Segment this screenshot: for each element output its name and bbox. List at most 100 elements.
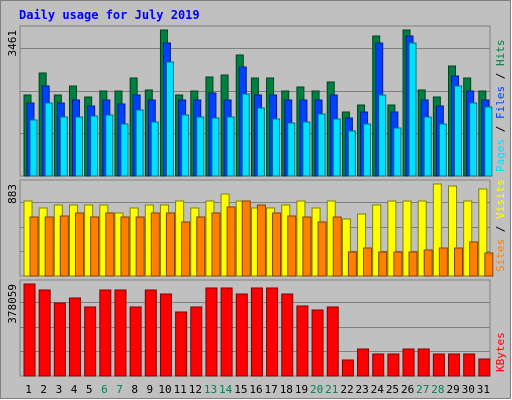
- bar-kbytes-day-7: [114, 289, 127, 377]
- bar-pages-day-22: [347, 130, 356, 177]
- day-label-30: 30: [462, 383, 475, 396]
- bar-kbytes-day-28: [432, 353, 445, 377]
- bar-kbytes-day-21: [326, 306, 339, 377]
- bar-pages-day-13: [211, 117, 220, 177]
- day-label-27: 27: [416, 383, 429, 396]
- day-label-25: 25: [386, 383, 399, 396]
- legend-files: Files: [494, 86, 507, 119]
- bar-sites-day-22: [347, 251, 357, 277]
- panel-kbytes: 378059 KBytes: [6, 279, 507, 377]
- bar-pages-day-8: [135, 109, 144, 177]
- bar-sites-day-21: [332, 216, 342, 277]
- bar-pages-day-30: [469, 102, 478, 177]
- bar-kbytes-day-13: [205, 287, 218, 377]
- bar-kbytes-day-29: [448, 353, 461, 377]
- panel-hits_files_pages: 3461 Pages / Files / Hits: [6, 25, 507, 177]
- panel-legend: Pages / Files / Hits: [494, 40, 507, 173]
- bar-sites-day-27: [423, 249, 433, 277]
- bar-kbytes-day-15: [235, 293, 248, 377]
- legend-kbytes: KBytes: [494, 332, 507, 372]
- bar-kbytes-day-1: [23, 283, 36, 377]
- bar-sites-day-28: [438, 247, 448, 277]
- day-label-3: 3: [56, 383, 63, 396]
- day-label-14: 14: [219, 383, 233, 396]
- bar-pages-day-21: [332, 118, 341, 177]
- bar-kbytes-day-11: [175, 311, 188, 377]
- bar-pages-day-5: [90, 115, 99, 177]
- bar-visits-day-31: [478, 188, 488, 277]
- bar-sites-day-7: [120, 216, 130, 277]
- bar-sites-day-26: [408, 251, 418, 277]
- bar-sites-day-9: [150, 212, 160, 277]
- bar-kbytes-day-18: [281, 293, 294, 377]
- day-label-26: 26: [401, 383, 414, 396]
- bar-kbytes-day-9: [144, 289, 157, 377]
- bar-pages-day-14: [226, 116, 235, 177]
- chart-title: Daily usage for July 2019: [19, 8, 200, 22]
- day-label-4: 4: [71, 383, 78, 396]
- bar-sites-day-16: [256, 204, 266, 277]
- day-label-21: 21: [325, 383, 338, 396]
- bar-kbytes-day-17: [266, 287, 279, 377]
- bar-pages-day-4: [74, 116, 83, 177]
- bar-kbytes-day-26: [402, 348, 415, 377]
- bar-kbytes-day-23: [357, 348, 370, 377]
- day-label-29: 29: [446, 383, 459, 396]
- day-label-2: 2: [40, 383, 47, 396]
- bar-sites-day-18: [287, 215, 297, 277]
- legend-separator: /: [494, 66, 507, 86]
- panel-max-label: 883: [6, 184, 19, 204]
- day-label-18: 18: [280, 383, 293, 396]
- legend-sites: Sites: [494, 239, 507, 272]
- bar-sites-day-30: [469, 241, 479, 277]
- bar-sites-day-25: [393, 251, 403, 277]
- day-label-28: 28: [431, 383, 444, 396]
- bar-kbytes-day-12: [190, 306, 203, 377]
- bar-kbytes-day-14: [220, 287, 233, 377]
- bar-sites-day-6: [105, 212, 115, 277]
- bar-sites-day-15: [241, 200, 251, 277]
- bar-pages-day-28: [438, 123, 447, 177]
- day-label-16: 16: [249, 383, 262, 396]
- bar-sites-day-1: [29, 216, 39, 277]
- bar-sites-day-4: [74, 212, 84, 277]
- bar-pages-day-19: [302, 121, 311, 177]
- chart-panels: 3461 Pages / Files / Hits 883 Sites / Visit…: [6, 25, 507, 377]
- bar-visits-day-27: [417, 200, 427, 277]
- bar-visits-day-26: [402, 200, 412, 277]
- bar-visits-day-25: [387, 200, 397, 277]
- bar-pages-day-11: [181, 114, 190, 177]
- bar-sites-day-3: [59, 215, 69, 277]
- day-label-23: 23: [356, 383, 369, 396]
- bar-sites-day-29: [454, 247, 464, 277]
- bar-kbytes-day-20: [311, 309, 324, 377]
- bar-pages-day-29: [454, 85, 463, 177]
- day-label-11: 11: [174, 383, 187, 396]
- day-label-13: 13: [204, 383, 217, 396]
- day-label-7: 7: [116, 383, 123, 396]
- bar-visits-day-30: [463, 200, 473, 277]
- day-label-17: 17: [265, 383, 278, 396]
- day-label-19: 19: [295, 383, 308, 396]
- bar-visits-day-24: [372, 204, 382, 277]
- bar-sites-day-31: [484, 252, 494, 277]
- bar-kbytes-day-30: [463, 353, 476, 377]
- bar-visits-day-29: [448, 185, 458, 277]
- bar-kbytes-day-22: [341, 359, 354, 377]
- bar-visits-day-23: [357, 213, 367, 277]
- bar-pages-day-12: [196, 116, 205, 177]
- panel-legend: Sites / Visits: [494, 179, 507, 272]
- bar-pages-day-3: [59, 116, 68, 177]
- bar-pages-day-16: [256, 107, 265, 177]
- day-label-31: 31: [477, 383, 490, 396]
- bar-kbytes-day-10: [159, 293, 172, 377]
- bar-sites-day-5: [90, 216, 100, 277]
- bar-sites-day-17: [272, 212, 282, 277]
- bar-kbytes-day-24: [372, 353, 385, 377]
- bar-kbytes-day-8: [129, 306, 142, 377]
- bar-pages-day-17: [272, 118, 281, 177]
- bar-kbytes-day-25: [387, 353, 400, 377]
- day-label-9: 9: [147, 383, 154, 396]
- bar-pages-day-31: [484, 106, 493, 177]
